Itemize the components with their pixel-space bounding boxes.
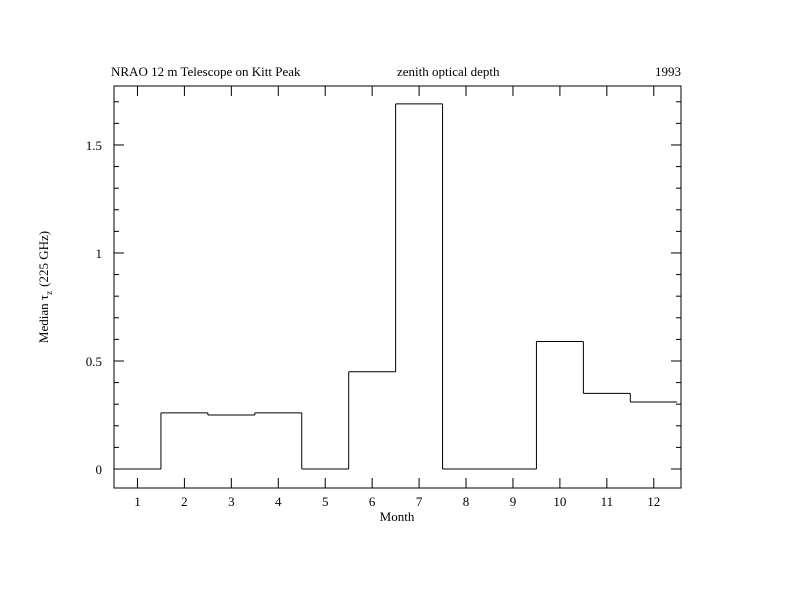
x-tick-label: 7 bbox=[416, 494, 423, 509]
x-tick-label: 8 bbox=[463, 494, 470, 509]
y-tick-label: 0 bbox=[96, 462, 103, 477]
x-tick-label: 5 bbox=[322, 494, 329, 509]
y-tick-label: 1.5 bbox=[86, 138, 102, 153]
x-tick-label: 11 bbox=[601, 494, 614, 509]
x-tick-label: 12 bbox=[647, 494, 660, 509]
x-tick-label: 6 bbox=[369, 494, 376, 509]
x-axis-label: Month bbox=[380, 509, 415, 524]
x-tick-label: 3 bbox=[228, 494, 235, 509]
year-label: 1993 bbox=[655, 64, 681, 79]
y-tick-label: 0.5 bbox=[86, 354, 102, 369]
x-tick-label: 2 bbox=[181, 494, 188, 509]
chart-subtitle: zenith optical depth bbox=[397, 64, 500, 79]
y-axis-label: Median τz(225 GHz) bbox=[36, 231, 54, 343]
x-tick-label: 4 bbox=[275, 494, 282, 509]
y-tick-label: 1 bbox=[96, 246, 103, 261]
x-tick-label: 9 bbox=[510, 494, 517, 509]
plot-frame bbox=[113, 85, 682, 489]
x-tick-label: 10 bbox=[553, 494, 566, 509]
chart-title: NRAO 12 m Telescope on Kitt Peak bbox=[111, 64, 301, 79]
x-tick-label: 1 bbox=[134, 494, 141, 509]
